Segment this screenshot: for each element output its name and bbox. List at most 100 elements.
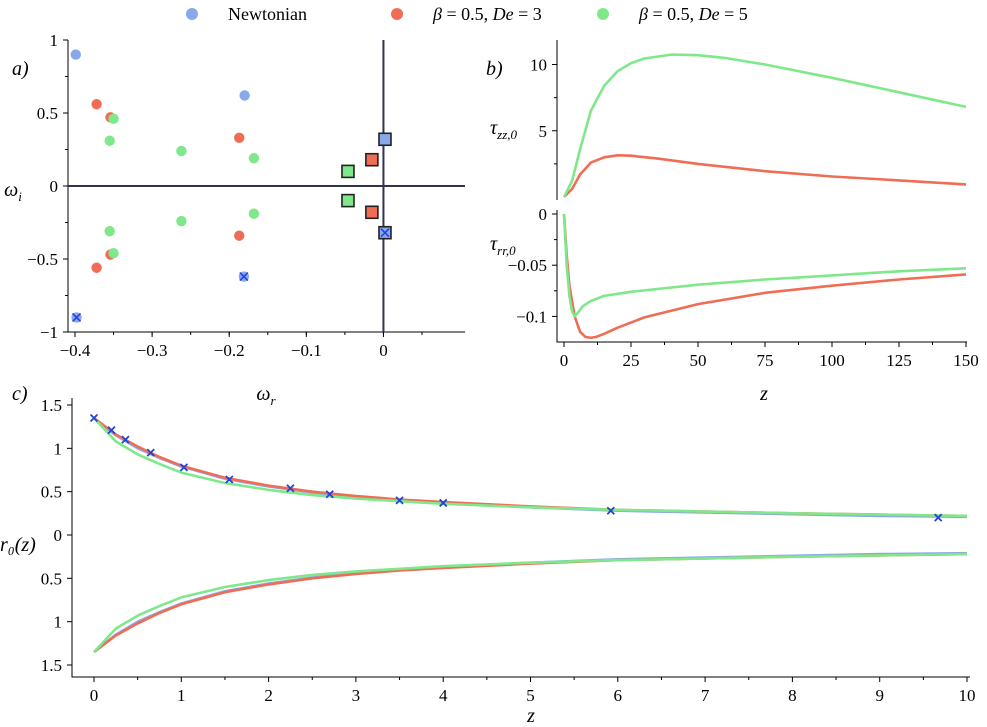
newtonian-x-marker (934, 513, 943, 522)
stress-curve-3 (562, 213, 967, 318)
x-tick-label: 125 (886, 351, 912, 370)
y-tick-label: 0.5 (37, 104, 58, 123)
x-tick-label: 50 (690, 351, 707, 370)
eigenvalue-point (248, 208, 260, 219)
legend-label-1: β = 0.5, De = 3 (432, 4, 542, 24)
legend-marker-1 (391, 8, 403, 20)
x-tick-label: 1 (177, 686, 186, 705)
newtonian-x-marker (439, 498, 448, 508)
eigenvalue-cross-marker (380, 228, 390, 238)
x-tick-label: 0 (90, 686, 99, 705)
x-tick-label: 5 (526, 686, 535, 705)
stress-curve-1 (562, 53, 967, 198)
stress-curve-0 (563, 154, 967, 198)
radius-curve-upper-0 (93, 416, 968, 519)
eigenvalue-point (104, 226, 115, 237)
y-tick-label: 0 (50, 177, 59, 196)
newtonian-x-marker (107, 425, 116, 435)
x-tick-label: −0.3 (137, 341, 168, 360)
radius-curve-upper-1 (93, 416, 968, 518)
x-tick-label: −0.1 (291, 341, 322, 360)
y-tick-label: 1 (54, 439, 63, 458)
eigenvalue-cross-marker (239, 271, 249, 282)
y-axis-label: ωi (4, 179, 22, 204)
legend: Newtonian β = 0.5, De = 3 β = 0.5, De = 5 (186, 4, 748, 24)
leading-eigenvalue-box (365, 152, 379, 167)
y-tick-label: 1.5 (41, 396, 62, 415)
x-tick-label: 9 (875, 686, 884, 705)
panel-a-label: a) (12, 58, 29, 80)
y-tick-label: 0.5 (41, 483, 62, 502)
newtonian-x-marker (225, 475, 234, 484)
panel-c-label: c) (12, 383, 28, 405)
newtonian-x-marker (121, 435, 130, 444)
x-axis-label: z (759, 383, 768, 405)
eigenvalue-point (108, 247, 119, 259)
panel-a: a) −0.4 −0.3 −0.2 −0.1 0 1 0.5 0 −0.5 −1 ωr ωi (4, 31, 465, 408)
x-tick-label: 0 (560, 351, 569, 370)
x-tick-label: 75 (757, 351, 774, 370)
y-tick-label: 1 (54, 613, 63, 632)
eigenvalue-point (176, 145, 187, 157)
x-tick-label: 100 (819, 351, 845, 370)
x-tick-label: 4 (439, 686, 448, 705)
leading-eigenvalue-box (341, 164, 355, 179)
leading-eigenvalue-box (365, 205, 379, 220)
axis-frame (71, 398, 970, 678)
radius-curve-upper-2 (93, 417, 968, 518)
panel-b: b) 0 25 50 75 100 125 150z5100−0.05−0.1τzz,0τr… (486, 40, 979, 405)
x-tick-label: 7 (701, 686, 710, 705)
legend-label-2: β = 0.5, De = 5 (638, 4, 748, 24)
eigenvalue-point (70, 49, 81, 60)
y-axis-label-bottom: τrr,0 (490, 233, 516, 258)
leading-eigenvalue-box (378, 132, 392, 147)
y-tick-label-bottom: −0.1 (516, 307, 547, 326)
y-tick-label: 1 (50, 31, 59, 50)
y-tick-label-top: 5 (539, 122, 548, 141)
eigenvalue-point (104, 135, 115, 146)
eigenvalue-point (234, 132, 245, 144)
y-tick-label: 0 (54, 526, 63, 545)
eigenvalue-point (239, 90, 250, 101)
radius-curve-lower-1 (93, 552, 968, 654)
y-tick-label-bottom: −0.05 (508, 256, 547, 275)
newtonian-x-marker (146, 448, 155, 457)
y-tick-label: −1 (40, 323, 58, 342)
eigenvalue-point (91, 99, 102, 110)
newtonian-x-marker (179, 463, 189, 472)
legend-marker-2 (597, 8, 609, 20)
newtonian-x-marker (325, 490, 334, 499)
x-tick-label: 0 (379, 341, 388, 360)
newtonian-x-marker (89, 413, 99, 423)
x-tick-label: 10 (959, 686, 976, 705)
x-tick-label: −0.2 (214, 341, 245, 360)
x-tick-label: −0.4 (60, 341, 91, 360)
eigenvalue-point (108, 113, 119, 125)
newtonian-x-marker (606, 506, 615, 515)
stress-curve-2 (562, 213, 967, 340)
y-tick-label: 1.5 (41, 656, 62, 675)
y-axis-label: r₀(z) (0, 534, 36, 556)
radius-curve-lower-0 (93, 551, 968, 654)
lower-axis-frame (556, 210, 967, 343)
y-tick-label: 0.5 (41, 569, 62, 588)
eigenvalue-cross-marker (71, 312, 82, 322)
newtonian-x-marker (395, 496, 404, 505)
legend-label-0: Newtonian (228, 4, 307, 24)
x-axis-label: ωr (256, 383, 276, 408)
x-tick-label: 8 (788, 686, 797, 705)
x-tick-label: 3 (352, 686, 361, 705)
x-axis-label: z (526, 705, 535, 727)
y-tick-label: −0.5 (27, 250, 58, 269)
y-axis-label-top: τzz,0 (490, 117, 518, 142)
eigenvalue-point (248, 153, 260, 164)
legend-marker-0 (186, 8, 198, 20)
x-tick-label: 6 (614, 686, 623, 705)
x-tick-label: 150 (953, 351, 979, 370)
radius-curve-lower-2 (93, 552, 968, 653)
panel-c: c) 0 1 2 3 4 5 6 7 8 9 10 1.5 1 0.5 0 0.5 1 1.5 z r₀(z) (0, 383, 976, 727)
x-tick-label: 2 (264, 686, 273, 705)
eigenvalue-point (176, 215, 187, 227)
y-tick-label-bottom: 0 (539, 205, 548, 224)
